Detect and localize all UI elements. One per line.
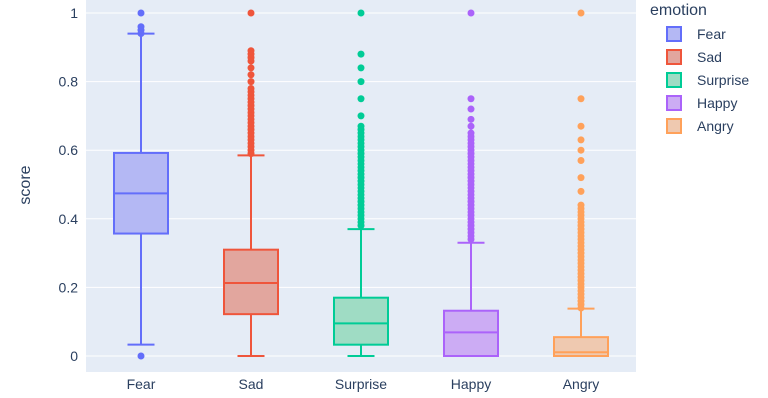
outlier-point (357, 78, 365, 86)
legend: emotion Fear Sad Surprise Happy Angry (650, 2, 749, 134)
outlier-point (357, 50, 365, 58)
outlier-point (467, 122, 475, 130)
box-iqr (223, 248, 279, 316)
outlier-point (247, 78, 255, 86)
outlier-point (137, 9, 145, 17)
outlier-point (247, 47, 255, 55)
legend-item-fear[interactable]: Fear (666, 26, 726, 42)
legend-swatch (666, 49, 682, 65)
outlier-point (577, 146, 585, 154)
legend-label: Happy (697, 95, 737, 111)
legend-swatch (666, 26, 682, 42)
x-axis-ticks: Fear Sad Surprise Happy Angry (127, 376, 600, 392)
box-fear (113, 9, 169, 360)
outlier-point (357, 122, 365, 130)
outlier-point (137, 23, 145, 31)
outlier-point (467, 9, 475, 17)
y-tick-label: 0.8 (59, 74, 79, 90)
legend-swatch (666, 95, 682, 111)
legend-swatch (666, 118, 682, 134)
y-tick-label: 0.4 (59, 211, 79, 227)
legend-label: Angry (697, 118, 734, 134)
box-happy (443, 9, 499, 357)
outlier-point (137, 352, 145, 360)
outlier-point (247, 84, 255, 92)
x-tick-label: Sad (239, 376, 264, 392)
y-tick-label: 0 (70, 348, 78, 364)
outlier-point (577, 187, 585, 195)
x-tick-label: Fear (127, 376, 156, 392)
legend-label: Surprise (697, 72, 749, 88)
y-tick-label: 1 (70, 5, 78, 21)
legend-label: Fear (697, 26, 726, 42)
outlier-point (357, 95, 365, 103)
outlier-point (577, 122, 585, 130)
outlier-point (247, 71, 255, 79)
outlier-point (577, 95, 585, 103)
box-sad (223, 9, 279, 357)
box-series (113, 9, 609, 360)
y-axis-ticks: 0 0.2 0.4 0.6 0.8 1 (59, 5, 79, 364)
box-angry (553, 9, 609, 358)
legend-item-sad[interactable]: Sad (666, 49, 722, 65)
y-axis-title: score (17, 165, 34, 204)
outlier-point (357, 64, 365, 72)
outlier-point (577, 201, 585, 209)
legend-title: emotion (650, 2, 707, 19)
outlier-point (467, 115, 475, 123)
y-tick-label: 0.6 (59, 142, 79, 158)
outlier-point (577, 174, 585, 182)
legend-label: Sad (697, 49, 722, 65)
outlier-point (467, 95, 475, 103)
y-tick-label: 0.2 (59, 279, 79, 295)
legend-item-surprise[interactable]: Surprise (666, 72, 749, 88)
legend-item-angry[interactable]: Angry (666, 118, 734, 134)
outlier-point (247, 64, 255, 72)
outlier-point (577, 156, 585, 164)
x-tick-label: Angry (563, 376, 600, 392)
box-iqr (443, 309, 499, 357)
x-tick-label: Happy (451, 376, 491, 392)
outlier-point (357, 112, 365, 120)
legend-item-happy[interactable]: Happy (666, 95, 737, 111)
outlier-point (247, 9, 255, 17)
outlier-point (467, 105, 475, 113)
outlier-point (577, 9, 585, 17)
box-iqr (333, 296, 389, 346)
outlier-point (577, 136, 585, 144)
legend-swatch (666, 72, 682, 88)
outlier-point (357, 9, 365, 17)
box-surprise (333, 9, 389, 357)
x-tick-label: Surprise (335, 376, 387, 392)
outlier-point (467, 129, 475, 137)
